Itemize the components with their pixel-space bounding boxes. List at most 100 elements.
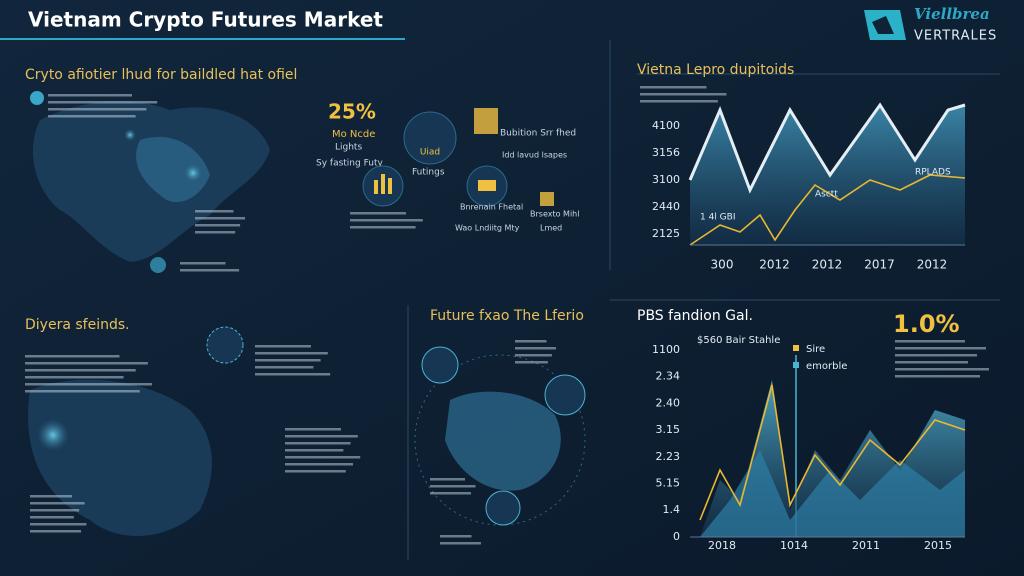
text-line [285,435,358,438]
text-line [640,86,707,89]
annotation: RPLADS [915,168,951,178]
item-title: Bubition Srr fhed [500,129,576,139]
x-tick-label: 2018 [708,539,736,552]
text-line [285,442,351,445]
text-line [430,478,465,481]
legend-label: Sire [806,344,825,355]
y-tick-label: 2440 [652,200,680,213]
text-line [640,100,718,103]
map-region [136,136,210,203]
icon [474,108,498,134]
icon [478,180,496,191]
y-tick-label: 3100 [652,173,680,186]
icon-bar [381,174,385,194]
x-tick-label: 2012 [759,258,790,272]
caption: Sy fasting Futy [316,159,383,169]
stat-value: 1.0% [893,310,960,338]
stat-value: 25% [328,100,376,124]
panel-title: Future fxao The Lferio [430,308,584,324]
y-tick-label: 1.4 [663,503,681,516]
text-line [640,93,727,96]
text-line [180,262,226,265]
text-line [48,108,147,111]
text-line [895,375,980,378]
x-tick-label: 2012 [917,258,948,272]
map-icon [37,419,69,451]
text-line [350,226,416,229]
y-tick-label: 5.15 [656,477,681,490]
text-line [255,359,321,362]
chart-title: Vietna Lepro dupitoids [637,62,794,78]
text-line [48,101,158,104]
icon-bar [374,180,378,194]
text-line [30,502,85,505]
logo-subtext: VERTRALES [914,29,997,44]
chart-subtitle: $560 Bair Stahle [697,335,780,346]
text-line [430,492,471,495]
text-line [255,345,311,348]
text-line [30,523,87,526]
x-tick-label: 2011 [852,539,880,552]
legend-swatch [793,345,799,351]
text-line [48,94,132,97]
annotation: 1 4l GBI [700,213,735,223]
text-line [515,347,556,350]
y-tick-label: 2.34 [656,370,681,383]
icon-circle [206,326,244,364]
map-icon [150,257,166,273]
item-sub: Lmed [540,224,562,233]
text-line [195,224,241,227]
text-line [30,495,72,498]
text-line [440,542,481,545]
map-icon [124,129,136,141]
text-line [25,362,148,365]
stat-sub: Lights [335,143,362,153]
text-line [25,355,120,358]
icon-label: Futings [412,168,445,178]
y-tick-label: 2.23 [656,450,681,463]
text-line [430,485,476,488]
text-line [515,361,548,364]
text-line [285,449,344,452]
text-line [895,368,989,371]
text-line [895,361,968,364]
icon-circle [544,374,586,416]
panel-title: Diyera sfeinds. [25,317,130,333]
area [700,450,965,537]
text-line [25,376,124,379]
stat-label: Mo Ncde [332,129,375,140]
y-tick-label: 0 [673,530,680,543]
item-sub: Idd lavud lsapes [502,151,567,160]
text-line [30,516,74,519]
y-tick-label: 3156 [652,146,680,159]
text-line [48,115,136,118]
chart2-labels: 1100 2.34 2.40 3.15 2.23 5.15 1.4 0 2018 1014 2011… [652,343,952,552]
x-tick-label: 2012 [812,258,843,272]
text-line [515,354,552,357]
annotation: Asctt [815,190,838,200]
text-line [30,509,80,512]
icon-circle [421,346,459,384]
text-line [255,366,314,369]
icon [540,192,554,206]
x-tick-label: 2015 [924,539,952,552]
text-line [440,535,472,538]
text-line [195,231,236,234]
line [689,174,966,246]
chart-title: PBS fandion Gal. [637,308,753,324]
text-line [25,383,152,386]
item-sub: Wao Lndiitg Mty [455,224,520,233]
y-tick-label: 3.15 [656,423,681,436]
text-line [350,212,406,215]
item-title: Bnrenain Fhetal [460,203,523,212]
y-tick-label: 1100 [652,343,680,356]
text-line [895,354,977,357]
text-line [30,530,81,533]
text-line [350,219,423,222]
icon-bar [388,178,392,194]
y-tick-label: 2.40 [656,396,681,409]
text-line [895,340,965,343]
chart1-labels: 4100 3156 3100 2440 2125 300 2012 2012 2017 2012 [652,119,947,272]
